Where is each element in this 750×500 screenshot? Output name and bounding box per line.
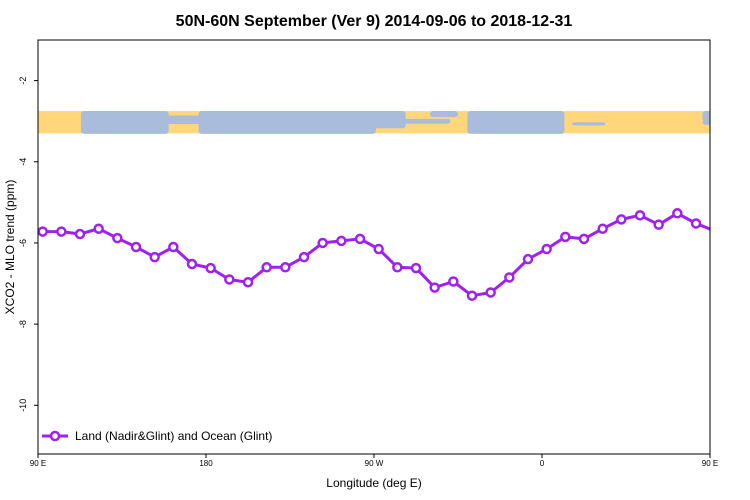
x-tick-label: 90 E [30, 459, 46, 468]
y-axis-label: XCO2 - MLO trend (ppm) [3, 180, 17, 315]
world-map-band [38, 111, 710, 134]
data-point [56, 226, 67, 237]
data-point [354, 233, 366, 245]
data-point [392, 262, 403, 273]
data-point [186, 258, 198, 270]
map-ocean [702, 111, 710, 125]
map-ocean [517, 111, 556, 121]
map-ocean [571, 122, 606, 126]
data-point [149, 251, 160, 263]
data-point [317, 237, 328, 249]
data-point [466, 290, 478, 301]
data-point [653, 219, 664, 230]
data-point [541, 243, 552, 255]
data-point [504, 272, 515, 283]
data-point [298, 251, 310, 263]
data-point [690, 218, 702, 229]
data-point [578, 233, 590, 245]
data-point [261, 262, 272, 273]
y-tick-label: -10 [18, 399, 28, 412]
data-point [93, 223, 104, 234]
data-point [729, 228, 737, 236]
data-point [168, 241, 179, 253]
x-tick-label: 0 [540, 459, 545, 468]
data-point [616, 214, 627, 225]
data-point [38, 226, 48, 237]
map-ocean [112, 111, 136, 125]
data-point [112, 232, 123, 244]
series-line [42, 211, 710, 298]
data-point [522, 253, 534, 265]
data-point [280, 262, 291, 273]
data-point [634, 210, 646, 221]
data-point [448, 276, 459, 287]
map-ocean [243, 111, 315, 124]
x-axis: 90 E 180 90 W 0 90 E [30, 454, 718, 468]
data-point [242, 277, 254, 288]
map-ocean [303, 111, 406, 129]
legend-label: Land (Nadir&Glint) and Ocean (Glint) [75, 429, 272, 443]
data-point [485, 287, 496, 298]
legend-marker-symbol [49, 430, 61, 442]
data-point [560, 231, 571, 243]
x-tick-label: 180 [199, 459, 213, 468]
data-point [410, 262, 422, 274]
y-tick-label: -8 [18, 320, 28, 328]
data-point [709, 228, 710, 234]
data-point [429, 282, 440, 293]
x-axis-label: Longitude (deg E) [326, 476, 421, 490]
chart-title: 50N-60N September (Ver 9) 2014-09-06 to … [176, 13, 573, 30]
map-ocean [375, 118, 451, 124]
data-point [205, 262, 216, 274]
data-point [130, 241, 142, 253]
data-point [672, 208, 683, 219]
data-point [597, 223, 608, 234]
y-axis: -2 -4 -6 -8 -10 [18, 77, 38, 412]
map-ocean [430, 111, 458, 118]
data-point [74, 228, 86, 240]
x-tick-label: 90 W [365, 459, 384, 468]
data-point [373, 243, 384, 255]
data-point [224, 274, 235, 285]
y-tick-label: -4 [18, 158, 28, 166]
y-tick-label: -6 [18, 239, 28, 247]
y-tick-label: -2 [18, 77, 28, 85]
x-tick-label: 90 E [702, 459, 718, 468]
legend: Land (Nadir&Glint) and Ocean (Glint) [42, 429, 272, 443]
data-point [336, 235, 347, 247]
